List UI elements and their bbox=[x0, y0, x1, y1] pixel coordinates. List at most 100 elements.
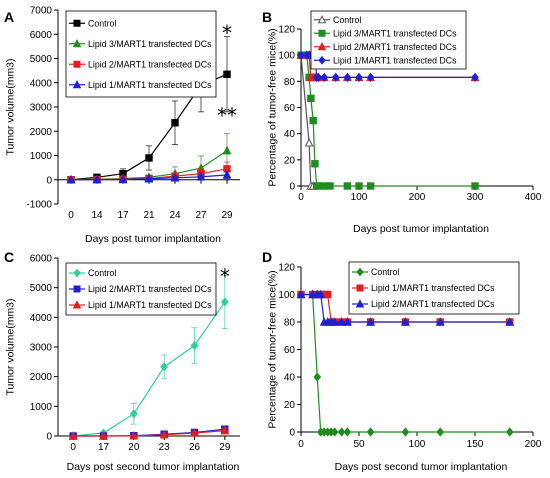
data-point bbox=[144, 173, 154, 183]
data-point bbox=[400, 317, 410, 326]
data-point bbox=[343, 182, 352, 190]
series-line bbox=[301, 293, 510, 433]
y-tick-label: 20 bbox=[284, 155, 296, 166]
y-tick-label: 80 bbox=[284, 318, 296, 329]
legend-swatch-marker bbox=[73, 268, 81, 278]
y-tick-label: 3000 bbox=[30, 343, 53, 354]
data-point bbox=[314, 72, 323, 82]
legend-swatch-marker bbox=[317, 42, 327, 51]
legend-label: Control bbox=[371, 267, 399, 277]
data-point bbox=[471, 182, 479, 190]
data-point bbox=[220, 425, 230, 435]
data-point bbox=[145, 154, 153, 162]
y-tick-label: 60 bbox=[284, 345, 296, 356]
y-tick-label: 2000 bbox=[30, 127, 53, 138]
significance-marker: ** bbox=[217, 104, 237, 128]
data-point bbox=[222, 145, 232, 155]
x-tick-label: 27 bbox=[195, 210, 207, 221]
data-point bbox=[307, 94, 315, 103]
y-tick-label: 6000 bbox=[30, 30, 53, 41]
data-point bbox=[366, 317, 376, 326]
y-axis-label: Percentage of tumor-free mice(%) bbox=[267, 270, 279, 428]
x-tick-label: 29 bbox=[221, 210, 233, 221]
y-axis-label: Percentage of tumor-free mice(%) bbox=[267, 28, 279, 186]
x-tick-label: 200 bbox=[525, 439, 542, 450]
data-point bbox=[311, 160, 319, 168]
panel-letter: D bbox=[262, 249, 272, 265]
y-tick-label: 120 bbox=[278, 263, 295, 274]
series-4 bbox=[66, 170, 232, 184]
legend-swatch-marker bbox=[318, 29, 326, 37]
data-point bbox=[337, 317, 347, 326]
data-point bbox=[129, 430, 139, 440]
data-point bbox=[505, 427, 514, 437]
x-tick-label: 0 bbox=[298, 439, 304, 450]
legend-swatch-marker bbox=[73, 60, 81, 68]
data-point bbox=[304, 137, 314, 147]
data-point bbox=[355, 182, 363, 190]
data-point bbox=[342, 317, 352, 326]
x-tick-label: 100 bbox=[351, 192, 368, 203]
data-point bbox=[190, 340, 199, 351]
y-tick-label: 0 bbox=[289, 428, 295, 439]
legend-label: Lipid 2/MART1 transfected DCs bbox=[88, 284, 212, 294]
x-axis-label: Days post tumor implantation bbox=[353, 223, 489, 235]
x-axis-label: Days post second tumor implantation bbox=[335, 461, 508, 473]
data-point bbox=[220, 297, 229, 307]
x-axis-label: Days post tumor implantation bbox=[85, 233, 221, 245]
legend-swatch-marker bbox=[318, 55, 326, 65]
data-point bbox=[343, 427, 352, 437]
y-tick-label: 120 bbox=[278, 25, 295, 36]
significance-marker: * bbox=[220, 264, 230, 288]
legend-label: Control bbox=[333, 15, 361, 25]
data-point bbox=[337, 427, 346, 437]
data-point bbox=[330, 317, 340, 326]
x-tick-label: 14 bbox=[91, 210, 103, 221]
x-tick-label: 0 bbox=[68, 210, 74, 221]
x-axis-label: Days post second tumor implantation bbox=[67, 461, 240, 473]
legend-label: Lipid 1/MART1 transfected DCs bbox=[333, 55, 457, 65]
legend-label: Lipid 1/MART1 transfected DCs bbox=[88, 80, 212, 90]
legend-label: Control bbox=[88, 268, 116, 278]
data-point bbox=[160, 362, 169, 372]
y-tick-label: 2000 bbox=[30, 372, 53, 383]
x-tick-label: 200 bbox=[409, 192, 426, 203]
data-point bbox=[296, 289, 306, 299]
y-tick-label: 6000 bbox=[30, 254, 53, 265]
y-tick-label: 60 bbox=[284, 103, 296, 114]
legend-swatch-marker bbox=[73, 19, 81, 27]
legend-swatch-marker bbox=[72, 39, 82, 48]
legend-box bbox=[65, 10, 217, 98]
legend-label: Control bbox=[88, 18, 116, 28]
x-tick-label: 50 bbox=[353, 439, 365, 450]
data-point bbox=[505, 317, 515, 326]
y-tick-label: 100 bbox=[278, 51, 295, 62]
data-point bbox=[435, 317, 445, 326]
data-point bbox=[66, 174, 76, 184]
chart-panel-b: B 0 20 40 60 80 100 120 0 100 200 300 400 Days post t… bbox=[262, 9, 542, 235]
y-tick-label: 100 bbox=[278, 290, 295, 301]
x-tick-label: 29 bbox=[219, 442, 231, 453]
data-point bbox=[366, 72, 375, 82]
legend-swatch-marker bbox=[72, 300, 82, 309]
legend-box bbox=[65, 262, 217, 316]
y-tick-label: 0 bbox=[46, 175, 52, 186]
data-point bbox=[170, 172, 180, 182]
legend-box bbox=[310, 10, 467, 70]
legend-swatch-marker bbox=[356, 284, 364, 292]
x-tick-label: 0 bbox=[298, 192, 304, 203]
y-tick-label: 40 bbox=[284, 129, 296, 140]
data-point bbox=[223, 70, 231, 78]
data-point bbox=[313, 372, 322, 382]
data-point bbox=[401, 427, 410, 437]
legend-swatch-marker bbox=[317, 15, 327, 24]
y-tick-label: 1000 bbox=[30, 402, 53, 413]
y-tick-label: 3000 bbox=[30, 103, 53, 114]
legend-swatch-marker bbox=[356, 267, 364, 277]
data-point bbox=[196, 171, 206, 181]
x-tick-label: 21 bbox=[143, 210, 155, 221]
legend-label: Lipid 2/MART1 transfected DCs bbox=[333, 42, 457, 52]
data-point bbox=[323, 290, 332, 299]
series-3 bbox=[296, 289, 515, 326]
